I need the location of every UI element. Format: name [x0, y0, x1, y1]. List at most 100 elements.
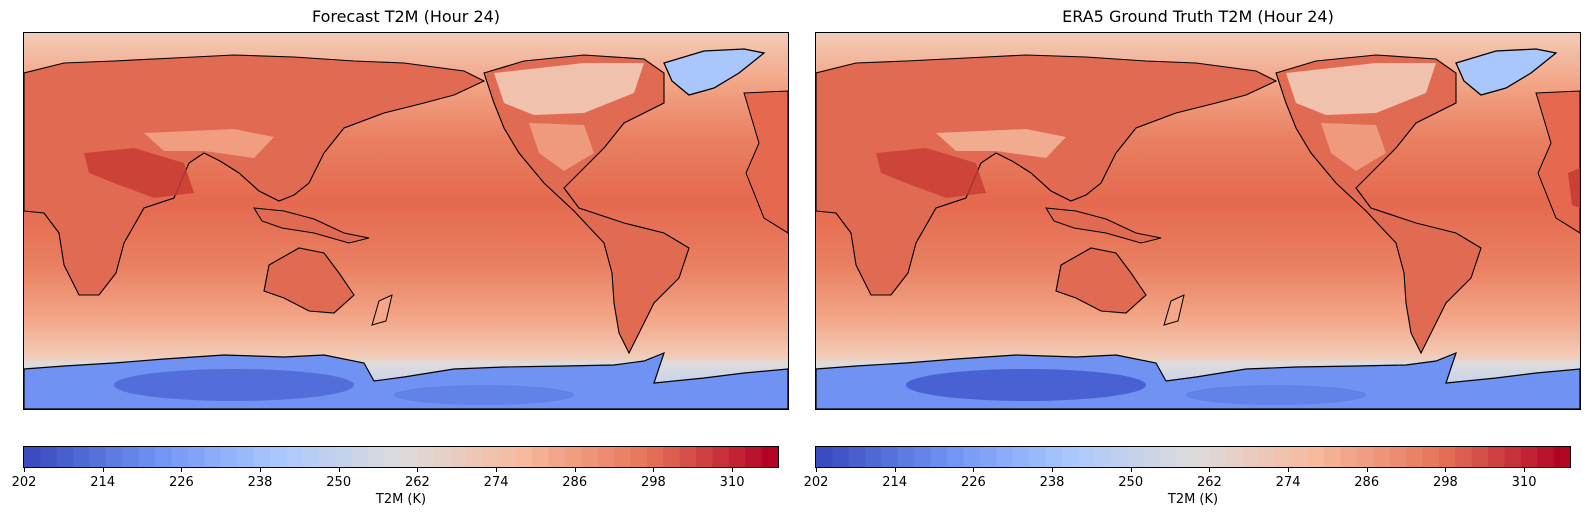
colorbar-tick-label: 226: [960, 475, 986, 490]
colorbar-tick-label: 286: [562, 475, 588, 490]
colorbar-step: [89, 447, 107, 467]
colorbar-step: [1488, 447, 1506, 467]
antarctica-cold-east: [394, 385, 574, 405]
colorbar-tick-label: 274: [1275, 475, 1301, 490]
colorbar-tick-label: 214: [90, 475, 116, 490]
colorbar-tick: [1288, 468, 1290, 472]
colorbar-step: [482, 447, 500, 467]
colorbar-step: [930, 447, 948, 467]
colorbar-step: [1438, 447, 1456, 467]
colorbar-step: [614, 447, 632, 467]
colorbar-step: [1471, 447, 1489, 467]
colorbar-step: [384, 447, 402, 467]
colorbar-step: [1504, 447, 1522, 467]
colorbar-step: [597, 447, 615, 467]
colorbar-step: [138, 447, 156, 467]
colorbar-step: [1160, 447, 1178, 467]
colorbar-step: [56, 447, 74, 467]
colorbar-step: [865, 447, 883, 467]
australia: [263, 247, 355, 314]
colorbar-tick-label: 298: [640, 475, 666, 490]
forecast-map-canvas: [24, 33, 788, 409]
colorbar-step: [417, 447, 435, 467]
colorbar-step: [24, 447, 41, 467]
colorbar-tick-label: 286: [1354, 475, 1380, 490]
colorbar-tick-label: 238: [247, 475, 273, 490]
antarctica-cold-core: [906, 369, 1146, 401]
colorbar-step: [532, 447, 550, 467]
colorbar-step: [1307, 447, 1325, 467]
colorbar-step: [816, 447, 833, 467]
colorbar-step: [1553, 447, 1570, 467]
colorbar-step: [401, 447, 418, 467]
colorbar-step: [187, 447, 205, 467]
canada-cool: [494, 63, 644, 115]
colorbar-step: [712, 447, 730, 467]
forecast-panel: Forecast T2M (Hour 24): [12, 0, 789, 525]
ground-truth-colorbar-ticks: 202 214 226 238 250 262 274 286 298 310: [804, 468, 1571, 492]
colorbar-tick: [1366, 468, 1368, 472]
colorbar-step: [1029, 447, 1047, 467]
new-zealand: [371, 294, 393, 326]
colorbar-step: [1373, 447, 1391, 467]
forecast-map-title: Forecast T2M (Hour 24): [311, 7, 501, 26]
ground-truth-colorbar: 202 214 226 238 250 262 274 286 298 310 T2M (K): [804, 446, 1581, 525]
colorbar-step: [515, 447, 533, 467]
colorbar-tick-label: 250: [1118, 475, 1144, 490]
colorbar-step: [105, 447, 123, 467]
colorbar-step: [433, 447, 451, 467]
colorbar-step: [1389, 447, 1407, 467]
colorbar-step: [979, 447, 997, 467]
colorbar-step: [1356, 447, 1374, 467]
colorbar-tick: [1524, 468, 1526, 472]
colorbar-step: [564, 447, 582, 467]
colorbar-tick-label: 262: [1196, 475, 1222, 490]
colorbar-step: [897, 447, 915, 467]
colorbar-step: [499, 447, 517, 467]
forecast-colorbar-gradient: [24, 447, 778, 467]
ground-truth-map: [815, 32, 1581, 410]
colorbar-tick: [417, 468, 419, 472]
colorbar-step: [1258, 447, 1276, 467]
colorbar-step: [351, 447, 369, 467]
colorbar-step: [1143, 447, 1161, 467]
antarctica-cold-east: [1186, 385, 1366, 405]
colorbar-tick-label: 250: [326, 475, 352, 490]
colorbar-step: [237, 447, 255, 467]
forecast-colorbar-ticks: 202 214 226 238 250 262 274 286 298 310: [12, 468, 779, 492]
colorbar-step: [1537, 447, 1555, 467]
colorbar-step: [1242, 447, 1260, 467]
colorbar-tick: [1445, 468, 1447, 472]
colorbar-step: [996, 447, 1014, 467]
colorbar-step: [1520, 447, 1538, 467]
ground-truth-map-canvas: [816, 33, 1580, 409]
colorbar-step: [745, 447, 763, 467]
colorbar-step: [368, 447, 386, 467]
colorbar-tick: [653, 468, 655, 472]
arabia-hot-spot: [876, 148, 986, 198]
colorbar-step: [1225, 447, 1243, 467]
australia: [1055, 247, 1147, 314]
colorbar-step: [1324, 447, 1342, 467]
colorbar-step: [1193, 447, 1210, 467]
colorbar-tick-label: 262: [404, 475, 430, 490]
colorbar-step: [1045, 447, 1063, 467]
colorbar-step: [1406, 447, 1424, 467]
colorbar-step: [881, 447, 899, 467]
colorbar-step: [663, 447, 681, 467]
antarctica-cold-core: [114, 369, 354, 401]
colorbar-step: [1291, 447, 1309, 467]
colorbar-tick: [102, 468, 104, 472]
colorbar-tick: [260, 468, 261, 472]
colorbar-step: [832, 447, 850, 467]
colorbar-tick-label: 238: [1039, 475, 1065, 490]
africa-east-edge: [743, 90, 788, 234]
colorbar-step: [155, 447, 173, 467]
forecast-colorbar: 202 214 226 238 250 262 274 286 298 310 T2M (K): [12, 446, 789, 525]
colorbar-step: [1422, 447, 1440, 467]
colorbar-step: [1340, 447, 1358, 467]
ground-truth-colorbar-gradient: [816, 447, 1570, 467]
tibet-cool: [144, 129, 274, 158]
indonesia: [253, 207, 370, 244]
colorbar-tick: [1052, 468, 1053, 472]
